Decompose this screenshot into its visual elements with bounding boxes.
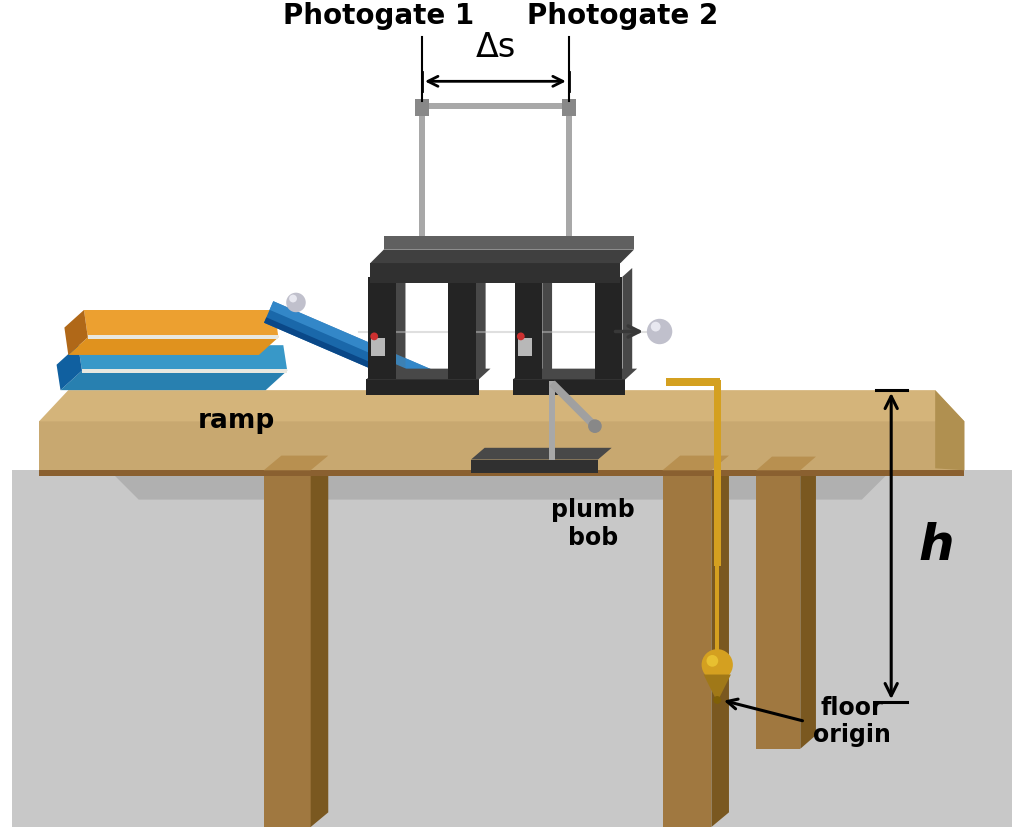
Polygon shape (549, 380, 598, 429)
Circle shape (651, 322, 660, 332)
Polygon shape (60, 370, 287, 390)
Polygon shape (264, 301, 436, 393)
Polygon shape (269, 301, 436, 380)
Bar (264, 471, 310, 827)
Polygon shape (543, 268, 552, 380)
Polygon shape (78, 345, 287, 370)
Polygon shape (476, 268, 485, 380)
Circle shape (647, 318, 673, 344)
Polygon shape (471, 447, 611, 460)
Bar (595, 277, 623, 380)
Bar (11, 471, 1013, 827)
Polygon shape (310, 456, 329, 827)
Bar (667, 379, 720, 386)
Polygon shape (513, 369, 637, 380)
Bar (369, 277, 395, 380)
Text: Δs: Δs (475, 31, 515, 64)
Circle shape (701, 649, 733, 681)
Polygon shape (712, 456, 729, 827)
Bar (515, 277, 543, 380)
Bar (518, 338, 531, 356)
Bar (549, 381, 555, 460)
Bar (419, 103, 571, 108)
Polygon shape (801, 457, 816, 748)
Polygon shape (703, 675, 731, 702)
Text: Photogate 2: Photogate 2 (526, 2, 718, 31)
Bar (419, 108, 425, 236)
Circle shape (588, 419, 602, 433)
Polygon shape (395, 268, 406, 380)
Text: floor
origin: floor origin (813, 696, 891, 748)
Bar (471, 460, 598, 473)
Text: plumb
bob: plumb bob (551, 498, 635, 550)
Bar (371, 263, 621, 283)
Circle shape (517, 332, 524, 340)
Bar (39, 422, 965, 471)
Text: Photogate 1: Photogate 1 (283, 2, 474, 31)
Bar (715, 380, 721, 566)
Polygon shape (371, 250, 634, 263)
Polygon shape (384, 236, 634, 250)
Bar (663, 471, 712, 827)
Bar (372, 338, 385, 356)
Polygon shape (757, 457, 816, 471)
Polygon shape (39, 390, 965, 422)
Bar (367, 380, 479, 395)
Polygon shape (264, 318, 429, 393)
Polygon shape (663, 456, 729, 471)
Polygon shape (69, 337, 279, 355)
Bar (757, 471, 801, 748)
Polygon shape (65, 310, 88, 355)
Polygon shape (82, 369, 287, 372)
Circle shape (371, 332, 378, 340)
Polygon shape (935, 390, 965, 471)
Circle shape (714, 696, 721, 704)
Polygon shape (367, 369, 490, 380)
Bar (716, 560, 719, 665)
Text: ramp: ramp (198, 408, 275, 433)
Polygon shape (88, 336, 279, 339)
Polygon shape (84, 310, 279, 337)
Bar (562, 99, 575, 117)
Polygon shape (623, 268, 632, 380)
Polygon shape (110, 471, 891, 500)
Bar (565, 108, 571, 236)
Polygon shape (56, 345, 82, 390)
Circle shape (286, 293, 306, 313)
Bar (449, 277, 476, 380)
Bar (716, 381, 719, 665)
Circle shape (289, 294, 297, 303)
Text: h: h (919, 522, 954, 570)
Polygon shape (264, 456, 329, 471)
Bar (513, 380, 626, 395)
Circle shape (707, 655, 718, 667)
Bar (416, 99, 429, 117)
Bar (39, 471, 965, 476)
